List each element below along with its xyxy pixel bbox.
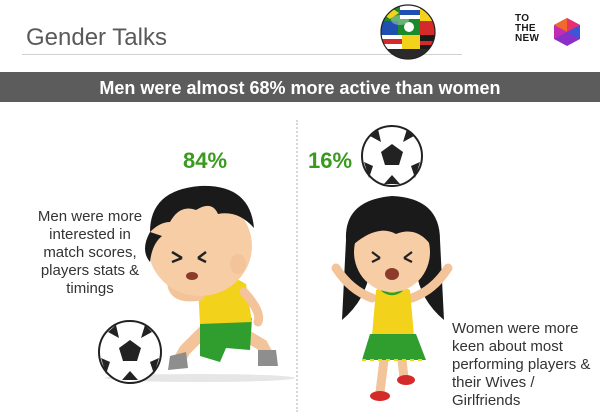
soccer-ball-icon — [98, 320, 162, 384]
girl-fan-illustration — [331, 196, 453, 401]
brand-logo-icon — [554, 18, 580, 46]
brand-line-2: THE — [515, 23, 536, 34]
women-description: Women were more keen about most performi… — [452, 320, 591, 409]
section-divider — [296, 120, 298, 412]
ground-shadow — [105, 374, 295, 382]
soccer-ball-icon — [361, 125, 423, 187]
page-title: Gender Talks — [26, 24, 167, 51]
title-divider — [22, 54, 462, 55]
women-percentage: 16% — [308, 148, 353, 173]
brand-line-3: NEW — [515, 33, 540, 44]
headline-banner: Men were almost 68% more active than wom… — [0, 72, 600, 102]
brand-logo: TO THE NEW — [515, 14, 587, 50]
men-percentage: 84% — [183, 148, 228, 173]
brand-wordmark: TO THE NEW — [515, 14, 539, 44]
men-description: Men were more interested in match scores… — [37, 208, 143, 297]
brand-line-1: TO — [515, 13, 530, 24]
headline-text: Men were almost 68% more active than wom… — [99, 78, 501, 98]
world-cup-ball-icon — [380, 4, 436, 60]
boy-player-illustration — [145, 185, 278, 370]
